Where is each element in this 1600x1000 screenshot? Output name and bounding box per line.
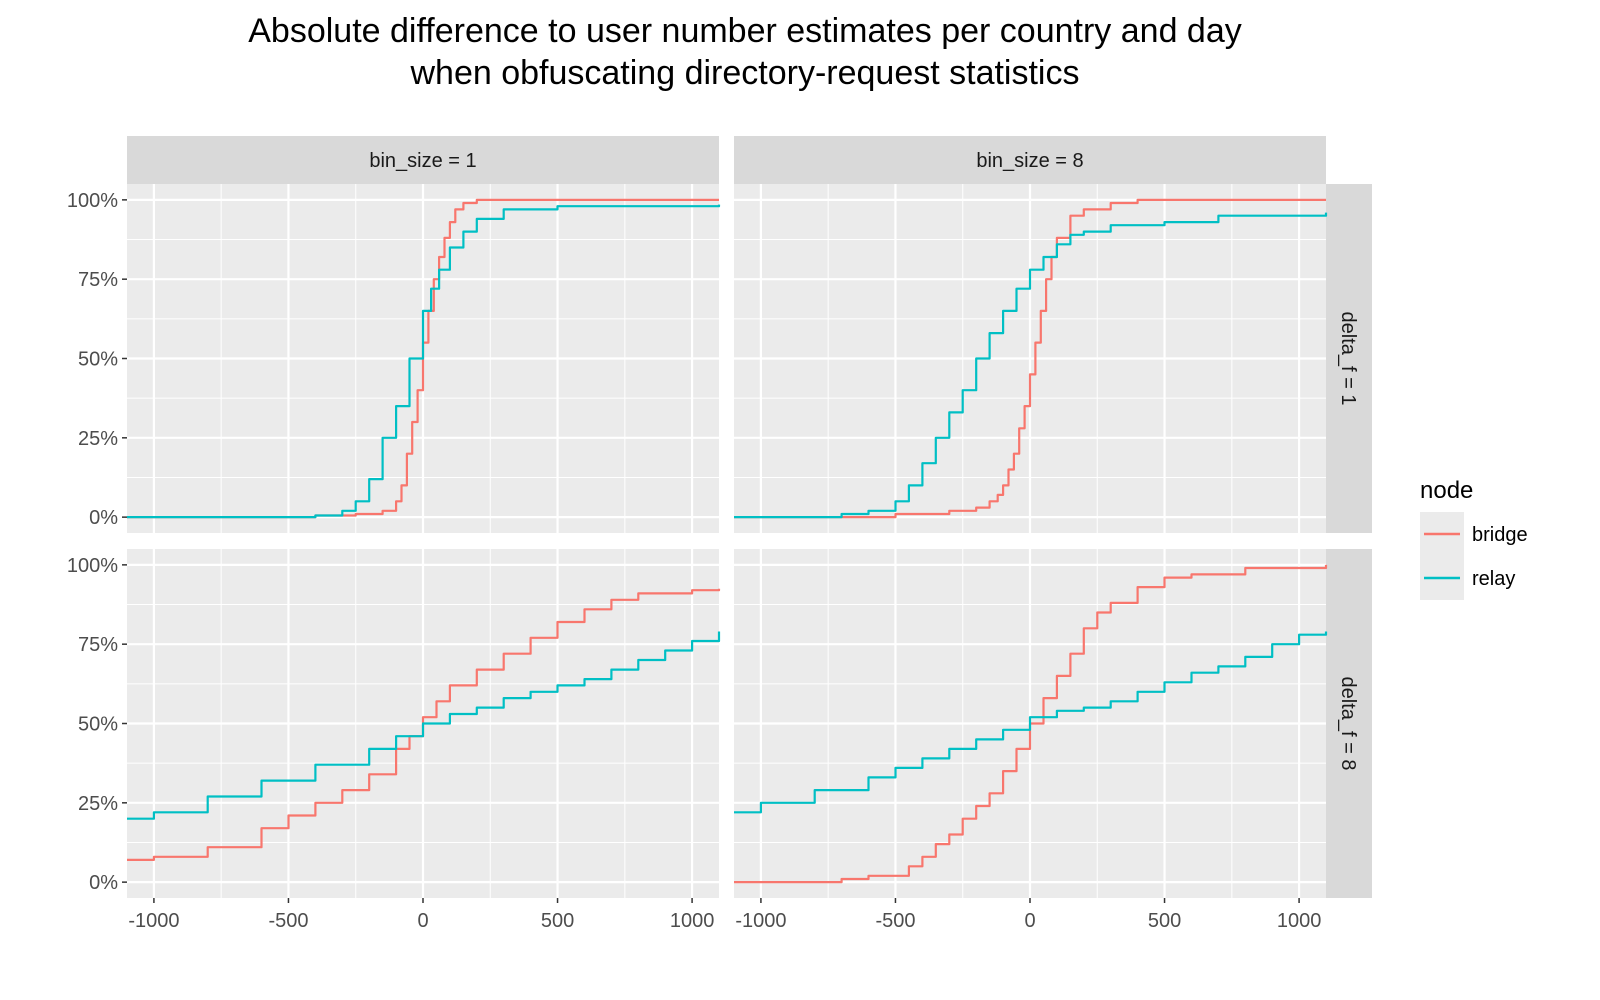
x-tick-label: 500 [1148, 910, 1181, 932]
x-tick-label: -1000 [128, 910, 179, 932]
y-tick-label: 75% [78, 269, 118, 291]
facet-strip-row-label: delta_f = 8 [1337, 677, 1359, 771]
series-line-relay [734, 212, 1328, 519]
facet-strip-row [1326, 184, 1372, 533]
facet-strip-col [734, 136, 1326, 184]
series-line-relay [734, 631, 1328, 814]
y-tick-label: 25% [78, 428, 118, 450]
series-line-bridge [127, 588, 721, 861]
y-tick-label: 0% [89, 507, 118, 529]
facet-strip-row [1326, 549, 1372, 898]
legend-title: node [1420, 477, 1473, 504]
series-line-bridge [734, 198, 1326, 519]
y-tick-label: 25% [78, 793, 118, 815]
x-tick-label: -500 [875, 910, 915, 932]
chart-title: Absolute difference to user number estim… [0, 10, 1490, 94]
x-tick-label: 1000 [1277, 910, 1322, 932]
facet-strip-col [127, 136, 719, 184]
facet-strip-col-label: bin_size = 8 [976, 150, 1083, 172]
x-tick-label: 1000 [670, 910, 715, 932]
series-line-relay [127, 631, 721, 820]
series-line-bridge [734, 564, 1328, 884]
y-tick-label: 100% [67, 555, 118, 577]
legend-label-relay: relay [1472, 568, 1515, 590]
y-tick-label: 0% [89, 872, 118, 894]
x-tick-label: 500 [541, 910, 574, 932]
x-tick-label: 0 [417, 910, 428, 932]
facet-strip-row-label: delta_f = 1 [1337, 312, 1359, 406]
legend-label-bridge: bridge [1472, 524, 1528, 546]
y-tick-label: 75% [78, 634, 118, 656]
x-tick-label: -1000 [735, 910, 786, 932]
x-tick-label: -500 [268, 910, 308, 932]
chart-title-line-1: Absolute difference to user number estim… [248, 12, 1242, 50]
y-tick-label: 50% [78, 714, 118, 736]
y-tick-label: 50% [78, 349, 118, 371]
chart-title-line-2: when obfuscating directory-request stati… [410, 54, 1080, 92]
y-tick-label: 100% [67, 190, 118, 212]
x-tick-label: 0 [1024, 910, 1035, 932]
series-line-relay [127, 204, 721, 519]
facet-strip-col-label: bin_size = 1 [369, 150, 476, 172]
